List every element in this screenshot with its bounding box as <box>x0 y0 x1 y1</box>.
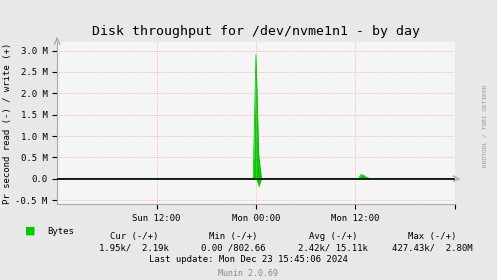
Text: RRDTOOL / TOBI OETIKER: RRDTOOL / TOBI OETIKER <box>482 85 487 167</box>
Text: Bytes: Bytes <box>47 227 74 235</box>
Text: 2.42k/ 15.11k: 2.42k/ 15.11k <box>298 243 368 252</box>
Text: Munin 2.0.69: Munin 2.0.69 <box>219 269 278 277</box>
Text: Avg (-/+): Avg (-/+) <box>309 232 357 241</box>
Text: Cur (-/+): Cur (-/+) <box>110 232 159 241</box>
Text: Max (-/+): Max (-/+) <box>408 232 457 241</box>
Text: 1.95k/  2.19k: 1.95k/ 2.19k <box>99 243 169 252</box>
Y-axis label: Pr second read (-) / write (+): Pr second read (-) / write (+) <box>3 43 12 204</box>
Title: Disk throughput for /dev/nvme1n1 - by day: Disk throughput for /dev/nvme1n1 - by da… <box>92 25 420 38</box>
Text: 427.43k/  2.80M: 427.43k/ 2.80M <box>392 243 473 252</box>
Text: Min (-/+): Min (-/+) <box>209 232 258 241</box>
Text: ■: ■ <box>24 226 35 236</box>
Text: Last update: Mon Dec 23 15:45:06 2024: Last update: Mon Dec 23 15:45:06 2024 <box>149 255 348 264</box>
Text: 0.00 /802.66: 0.00 /802.66 <box>201 243 266 252</box>
